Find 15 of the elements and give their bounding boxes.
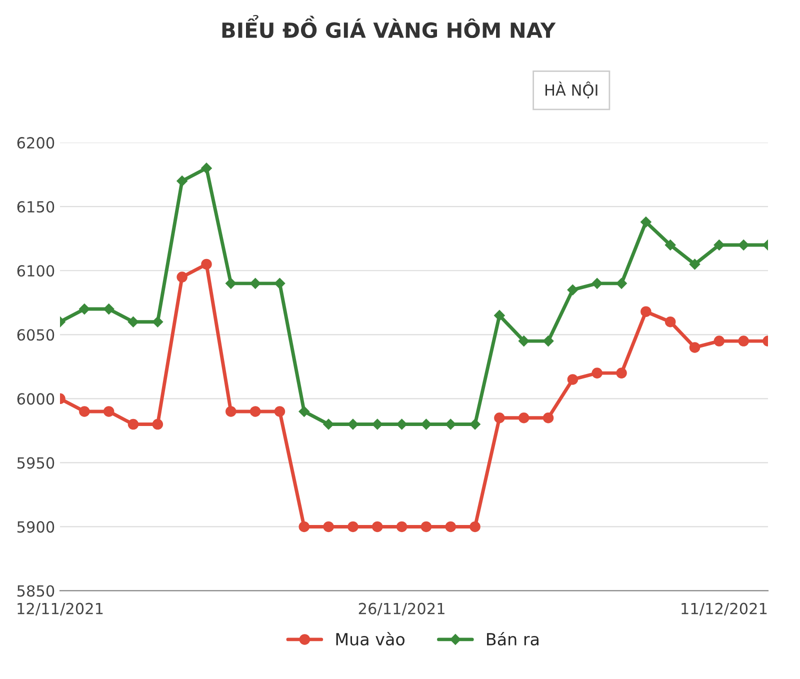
y-tick-label: 5900 [17, 521, 54, 533]
legend-label: Bán ra [487, 632, 538, 646]
y-tick-label: 6150 [17, 201, 54, 213]
y-tick-label: 5850 [17, 585, 54, 597]
y-tick-label: 6000 [17, 393, 54, 405]
y-tick-label: 6050 [17, 329, 54, 341]
text: HÀ NỘI [546, 81, 598, 98]
x-tick-label: 26/11/2021 [358, 602, 444, 616]
y-tick-label: 6200 [17, 137, 54, 149]
x-tick-label: 12/11/2021 [18, 602, 103, 616]
chart-title: BIỂU ĐỒ GIÁ VÀNG HÔM NAY [222, 14, 556, 38]
legend-label: Mua vào [336, 632, 404, 646]
y-tick-label: 6100 [17, 265, 54, 277]
y-tick-label: 5950 [17, 457, 54, 469]
x-tick-label: 11/12/2021 [682, 602, 767, 616]
